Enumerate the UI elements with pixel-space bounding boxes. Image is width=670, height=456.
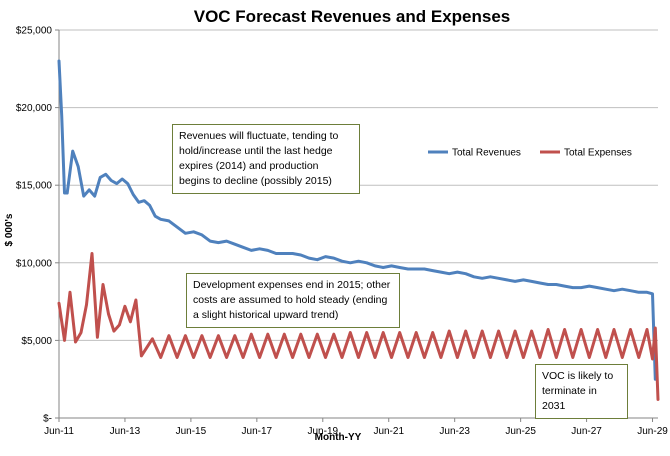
y-tick-label: $25,000: [16, 26, 53, 37]
chart-title: VOC Forecast Revenues and Expenses: [194, 7, 511, 26]
legend-layer: Total Revenues Total Expenses: [428, 148, 632, 159]
legend-label: Total Expenses: [564, 148, 632, 159]
y-axis-label: $ 000's: [4, 213, 15, 246]
x-tick-label: Jun-27: [571, 426, 602, 437]
annotation-line: Revenues will fluctuate, tending to: [179, 130, 339, 142]
annotation-termination: VOC is likely to terminate in 2031: [535, 364, 628, 419]
legend-label: Total Revenues: [452, 148, 521, 159]
annotation-revenues: Revenues will fluctuate, tending to hold…: [172, 124, 360, 194]
y-tick-label: $20,000: [16, 103, 53, 114]
annotation-line: a slight historical upward trend): [193, 309, 339, 321]
annotation-line: expires (2014) and production: [179, 160, 319, 172]
axes-layer: $- $5,000 $10,000 $15,000 $20,000 $25,000 Jun-…: [16, 26, 668, 438]
series-line-expenses: [57, 252, 660, 401]
series-line-revenues: [57, 59, 657, 381]
y-tick-label: $10,000: [16, 258, 53, 269]
x-tick-label: Jun-11: [44, 426, 74, 437]
y-tick-label: $15,000: [16, 181, 53, 192]
annotation-line: hold/increase until the last hedge: [179, 145, 333, 157]
y-tick-label: $5,000: [21, 336, 52, 347]
x-tick-label: Jun-29: [637, 426, 668, 437]
x-tick-label: Jun-25: [505, 426, 536, 437]
x-tick-label: Jun-23: [439, 426, 470, 437]
annotation-line: costs are assumed to hold steady (ending: [193, 294, 388, 306]
x-tick-label: Jun-13: [110, 426, 141, 437]
annotation-line: VOC is likely to: [542, 370, 614, 382]
annotation-line: begins to decline (possibly 2015): [179, 175, 332, 187]
y-tick-label: $-: [43, 414, 52, 425]
x-axis-label: Month-YY: [315, 432, 362, 443]
annotation-line: terminate in 2031: [542, 385, 597, 412]
x-tick-label: Jun-17: [242, 426, 273, 437]
series-layer: [57, 59, 660, 401]
annotation-line: Development expenses end in 2015; other: [193, 279, 391, 291]
x-tick-label: Jun-21: [373, 426, 404, 437]
x-tick-label: Jun-15: [176, 426, 207, 437]
x-tick-label: Jun-19: [308, 426, 339, 437]
annotation-expenses: Development expenses end in 2015; other …: [186, 273, 400, 328]
